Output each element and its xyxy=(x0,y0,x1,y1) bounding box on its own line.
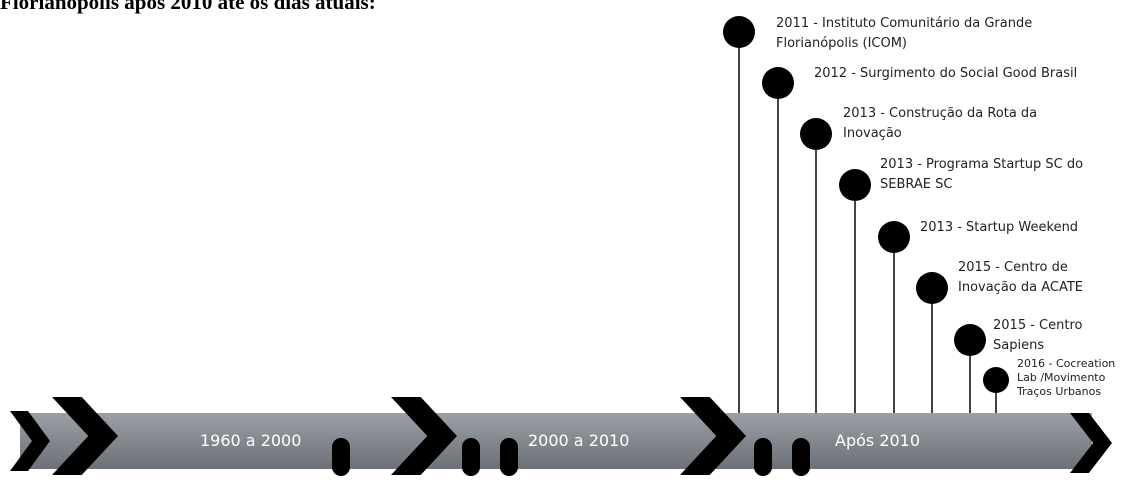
event-label: 2013 - Startup Weekend xyxy=(920,220,1079,235)
event-label: 2011 - Instituto Comunitário da Grande F… xyxy=(776,16,1033,51)
event-dot xyxy=(983,367,1009,393)
event-dot xyxy=(723,16,755,48)
event-dot xyxy=(839,169,871,201)
pill-marker xyxy=(332,438,350,476)
chevron-icon xyxy=(680,397,746,475)
event-label: 2012 - Surgimento do Social Good Brasil xyxy=(814,66,1078,81)
event-label: 2015 - Centro de Inovação da ACATE xyxy=(958,260,1084,295)
event-dot xyxy=(762,67,794,99)
pill-marker xyxy=(754,438,772,476)
event-dot xyxy=(800,118,832,150)
timeline-segment-label: 1960 a 2000 xyxy=(200,431,302,450)
event-dot xyxy=(954,324,986,356)
event-label: 2013 - Programa Startup SC do SEBRAE SC xyxy=(880,157,1084,192)
pill-marker xyxy=(500,438,518,476)
event-label: 2015 - Centro Sapiens xyxy=(993,318,1083,353)
timeline-segment-label: Após 2010 xyxy=(835,431,921,450)
event-dot xyxy=(878,221,910,253)
chevron-icon xyxy=(1070,413,1112,473)
event-label: 2013 - Construção da Rota da Inovação xyxy=(843,106,1038,141)
chevron-icon xyxy=(10,411,50,471)
timeline-bar xyxy=(20,413,1092,469)
chevron-icon xyxy=(52,397,118,475)
pill-marker xyxy=(462,438,480,476)
pill-marker xyxy=(792,438,810,476)
page-title: Florianópolis após 2010 até os dias atua… xyxy=(0,0,376,14)
event-dot xyxy=(916,272,948,304)
event-label: 2016 - Cocreation Lab /Movimento Traços … xyxy=(1017,357,1116,398)
chevron-icon xyxy=(391,397,457,475)
timeline-segment-label: 2000 a 2010 xyxy=(528,431,630,450)
